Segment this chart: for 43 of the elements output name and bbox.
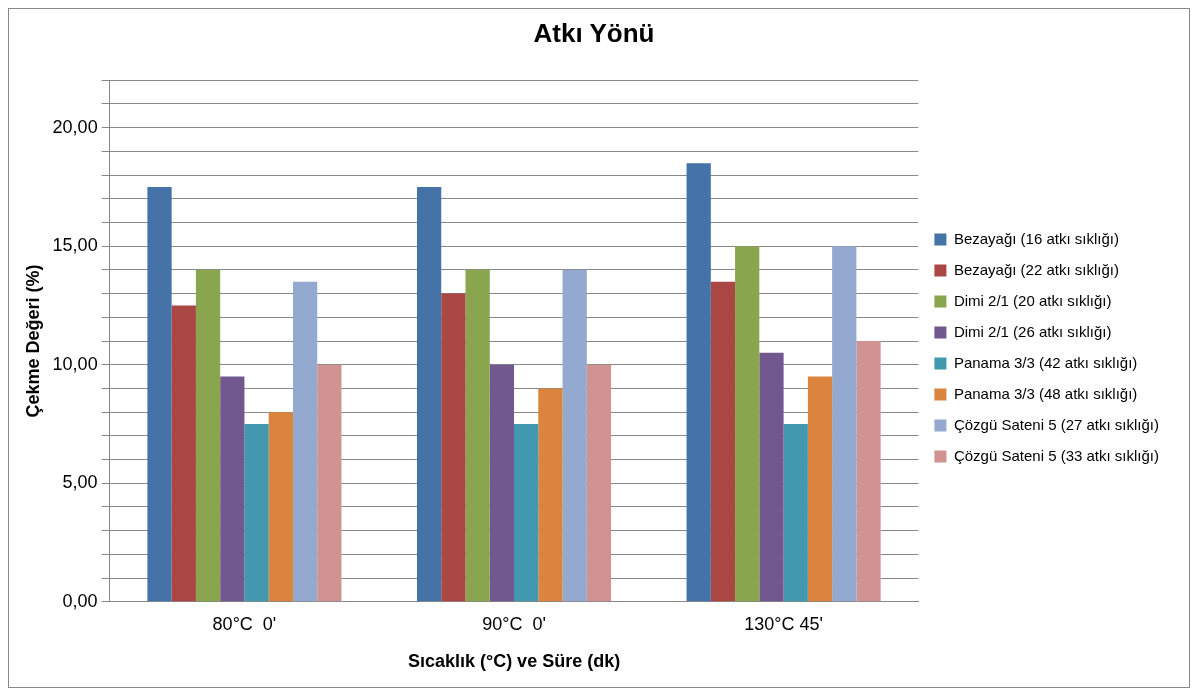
legend-label: Bezayağı (22 atkı sıklığı) (953, 260, 1119, 278)
bar (586, 364, 612, 602)
bar (538, 388, 563, 602)
bar (562, 269, 587, 602)
y-axis-title: Çekme Değeri (%) (22, 264, 43, 418)
bar (686, 163, 711, 602)
y-tick-label: 10,00 (52, 353, 98, 374)
bar (268, 412, 293, 602)
bar (465, 269, 490, 602)
legend-label: Panama 3/3 (48 atkı sıklığı) (953, 384, 1138, 402)
legend-label: Dimi 2/1 (26 atkı sıklığı) (953, 322, 1112, 340)
bar (220, 376, 245, 602)
bar (735, 246, 760, 602)
y-tick-label: 5,00 (62, 472, 98, 493)
bar (489, 364, 515, 602)
bar (195, 269, 221, 602)
bar (832, 246, 857, 602)
legend-label: Dimi 2/1 (20 atkı sıklığı) (953, 291, 1112, 309)
bar (171, 305, 196, 602)
bar (416, 186, 442, 602)
y-tick-label: 15,00 (52, 235, 98, 256)
bar (514, 423, 539, 602)
x-tick-label: 80°C 0' (212, 613, 277, 634)
x-axis-title: Sıcaklık (°C) ve Süre (dk) (407, 651, 621, 672)
bar (317, 364, 342, 602)
y-tick-label: 20,00 (52, 116, 98, 137)
bar (710, 281, 736, 602)
legend-label: Bezayağı (16 atkı sıklığı) (953, 229, 1119, 247)
bar (783, 423, 808, 602)
bar (441, 293, 466, 602)
y-tick-label: 0,00 (62, 590, 98, 611)
x-tick-label: 130°C 45' (744, 613, 823, 634)
bar (759, 352, 784, 602)
legend-label: Çözgü Sateni 5 (27 atkı sıklığı) (953, 415, 1160, 433)
legend-label: Panama 3/3 (42 atkı sıklığı) (953, 353, 1138, 371)
bar (147, 186, 172, 602)
bar (856, 341, 881, 602)
bar (807, 376, 833, 602)
chart-title: Atkı Yönü (533, 17, 655, 48)
bar (244, 423, 269, 602)
legend-label: Çözgü Sateni 5 (33 atkı sıklığı) (953, 446, 1160, 464)
bar (292, 281, 318, 602)
x-tick-label: 90°C 0' (482, 613, 546, 634)
